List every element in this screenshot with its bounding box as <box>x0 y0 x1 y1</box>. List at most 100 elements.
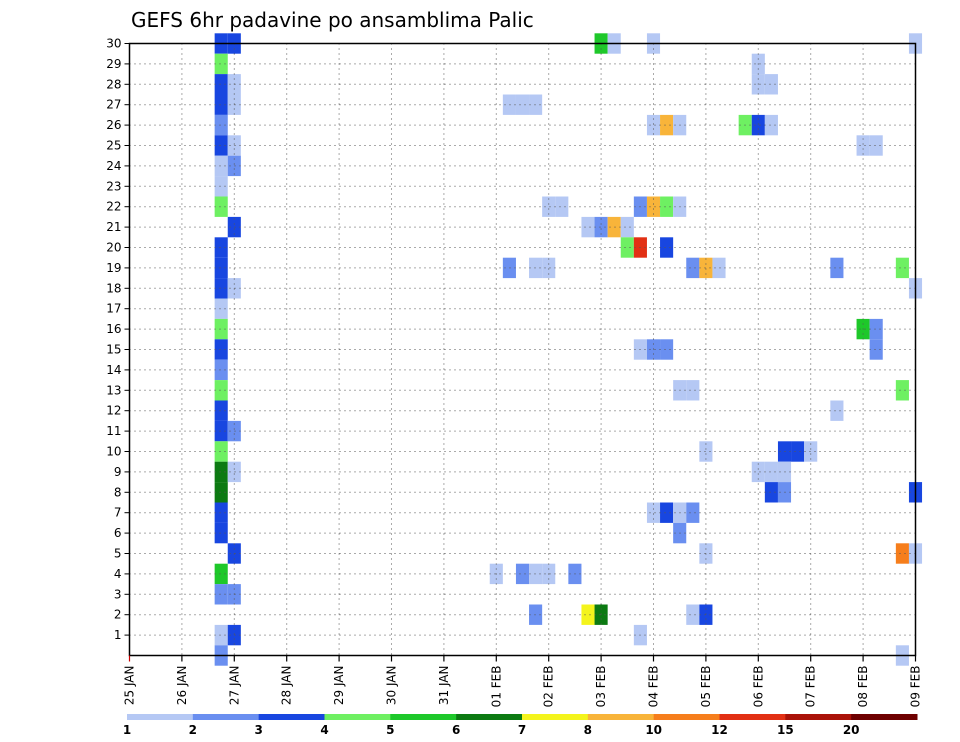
colorbar-label-4: 4 <box>320 723 328 737</box>
chart-title: GEFS 6hr padavine po ansamblima Palic <box>131 8 534 32</box>
colorbar-label-7: 7 <box>518 723 526 737</box>
heatmap-cell-28 <box>214 461 228 483</box>
heatmap-cell-61 <box>646 196 661 217</box>
heatmap-cell-15 <box>214 237 228 258</box>
y-tick-label-22: 22 <box>106 200 121 214</box>
colorbar-label-10: 12 <box>711 723 728 737</box>
y-tick-label-28: 28 <box>106 77 121 91</box>
heatmap-cell-100 <box>646 502 661 523</box>
colorbar-swatch-3 <box>258 714 325 720</box>
heatmap-cell-17 <box>214 278 228 299</box>
heatmap-cell-29 <box>227 461 241 483</box>
x-tick-label-2: 27 JAN <box>227 666 241 706</box>
colorbar-swatch-1 <box>127 714 194 720</box>
y-tick-label-24: 24 <box>106 159 121 173</box>
heatmap-cell-88 <box>895 380 909 401</box>
heatmap-cell-31 <box>214 502 228 523</box>
y-tick-label-15: 15 <box>106 343 121 357</box>
y-tick-label-29: 29 <box>106 57 121 71</box>
heatmap-cell-49 <box>529 94 543 115</box>
y-tick-label-1: 1 <box>114 628 122 642</box>
x-tick-label-4: 29 JAN <box>332 666 346 706</box>
colorbar-label-8: 8 <box>584 723 592 737</box>
heatmap-cell-32 <box>214 522 228 544</box>
colorbar-legend: 1 2 3 4 5 6 7 8 10 12 15 20 <box>123 714 918 737</box>
heatmap-cell-109 <box>515 563 530 585</box>
colorbar-swatch-8 <box>587 714 655 720</box>
y-tick-label-21: 21 <box>106 220 121 234</box>
grid-lines <box>129 43 916 656</box>
y-tick-label-2: 2 <box>114 608 122 622</box>
x-tick-label-15: 09 FEB <box>909 666 923 708</box>
x-tick-label-6: 31 JAN <box>437 666 451 706</box>
y-tick-label-4: 4 <box>114 567 122 581</box>
colorbar-swatch-6 <box>456 714 523 720</box>
heatmap-cell-2 <box>214 53 228 75</box>
heatmap-cell-64 <box>581 216 595 238</box>
heatmap-cell-38 <box>227 624 241 646</box>
y-tick-label-23: 23 <box>106 179 121 193</box>
heatmap-cell-35 <box>214 584 228 605</box>
heatmap-cell-66 <box>607 216 621 238</box>
x-tick-label-14: 08 FEB <box>856 666 870 708</box>
colorbar-label-1: 1 <box>123 723 131 737</box>
heatmap-cell-65 <box>594 216 608 238</box>
heatmap-cell-73 <box>542 257 556 279</box>
colorbar-swatch-11 <box>785 714 852 720</box>
colorbar-label-6: 6 <box>452 723 460 737</box>
heatmap-cell-45 <box>764 74 778 95</box>
heatmap-cell-9 <box>227 135 241 156</box>
heatmap-cell-72 <box>529 257 543 279</box>
heatmap-cell-78 <box>895 257 909 279</box>
heatmap-cell-34 <box>214 563 228 585</box>
x-tick-label-13: 07 FEB <box>804 666 818 708</box>
heatmap-cell-16 <box>214 257 228 279</box>
heatmap-cell-8 <box>214 135 228 156</box>
heatmap-cell-50 <box>646 114 661 136</box>
heatmap-cell-90 <box>699 441 713 462</box>
heatmap-cell-23 <box>214 380 228 401</box>
x-tick-label-7: 01 FEB <box>489 666 503 708</box>
heatmap-cell-5 <box>214 94 228 115</box>
heatmap-cell-54 <box>751 114 765 136</box>
heatmap-cell-114 <box>581 604 595 625</box>
heatmap-cell-12 <box>214 176 228 197</box>
y-tick-label-6: 6 <box>114 526 122 540</box>
heatmap-cell-110 <box>529 563 543 585</box>
colorbar-swatch-10 <box>719 714 786 720</box>
heatmap-cell-13 <box>214 196 228 217</box>
x-tick-label-10: 04 FEB <box>647 666 661 708</box>
heatmap-cell-20 <box>214 318 228 340</box>
heatmap-cell-22 <box>214 359 228 381</box>
y-tick-label-27: 27 <box>106 98 121 112</box>
y-tick-label-19: 19 <box>106 261 121 275</box>
heatmap-cell-95 <box>764 461 778 483</box>
x-tick-label-11: 05 FEB <box>699 666 713 708</box>
y-tick-label-26: 26 <box>106 118 121 132</box>
heatmap-cell-11 <box>227 155 241 177</box>
heatmap-cell-25 <box>214 420 228 442</box>
heatmap-cell-85 <box>660 339 674 360</box>
heatmap-cell-19 <box>214 298 228 319</box>
heatmap-cell-76 <box>712 257 726 279</box>
heatmap-cell-14 <box>227 216 241 238</box>
colorbar-swatch-5 <box>390 714 457 720</box>
heatmap-cell-24 <box>214 400 228 421</box>
heatmap-cell-103 <box>686 502 700 523</box>
heatmap-cell-56 <box>856 135 870 156</box>
y-tick-label-9: 9 <box>114 465 122 479</box>
heatmap-cell-67 <box>620 216 634 238</box>
y-tick-label-14: 14 <box>106 363 121 377</box>
heatmap-cell-89 <box>830 400 844 421</box>
heatmap-cell-55 <box>764 114 778 136</box>
heatmap-cell-115 <box>594 604 608 625</box>
colorbar-swatch-2 <box>192 714 260 720</box>
heatmap-cell-68 <box>620 237 634 258</box>
heatmap-cell-7 <box>214 114 228 136</box>
y-tick-label-17: 17 <box>106 302 121 316</box>
y-tick-label-20: 20 <box>106 241 121 255</box>
heatmap-cell-47 <box>502 94 516 115</box>
heatmap-cell-74 <box>686 257 700 279</box>
colorbar-label-3: 3 <box>254 723 262 737</box>
y-axis: 1234567891011121314151617181920212223242… <box>106 37 130 642</box>
